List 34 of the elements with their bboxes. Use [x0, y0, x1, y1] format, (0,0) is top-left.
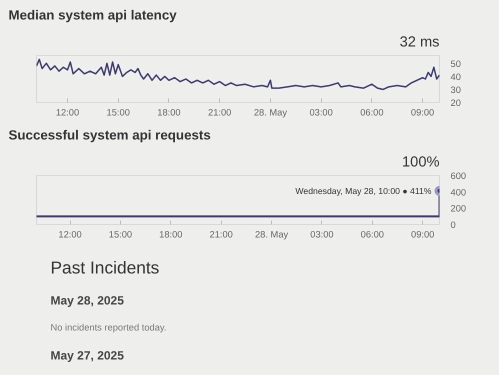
text: Past Incidents [50, 258, 160, 278]
y-tick-label: 400 [450, 187, 466, 198]
x-tick-label: 09:00 [410, 108, 434, 118]
y-tick-label: 30 [450, 84, 461, 95]
x-tick-label: 12:00 [58, 230, 82, 240]
text: No incidents reported today. [50, 322, 166, 332]
x-tick-label: 18:00 [159, 230, 183, 240]
text: May 27, 2025 [50, 348, 124, 362]
chart-title: Successful system api requests [8, 128, 211, 142]
x-tick-label: 06:00 [360, 230, 384, 240]
x-tick-label: 18:00 [157, 108, 181, 118]
x-tick-label: 15:00 [106, 108, 130, 118]
x-tick-label: 28. May [254, 108, 288, 118]
line-series [36, 58, 440, 90]
y-tick-label: 20 [450, 98, 461, 108]
x-tick-label: 09:00 [411, 230, 434, 240]
y-tick-label: 50 [450, 58, 461, 69]
y-tick-label: 40 [450, 72, 461, 82]
x-tick-label: 21:00 [208, 108, 232, 118]
x-tick-label: 03:00 [309, 108, 333, 118]
x-tick-label: 15:00 [108, 230, 132, 240]
annotation: Wednesday, May 28, 10:00 ● 411% [295, 186, 432, 196]
text: May 28, 2025 [50, 294, 124, 308]
y-tick-label: 600 [450, 171, 466, 181]
chart-subtitle: 32 ms [400, 34, 440, 50]
y-tick-label: 0 [450, 220, 456, 230]
y-tick-label: 200 [450, 204, 466, 214]
x-tick-label: 12:00 [56, 108, 80, 118]
x-tick-label: 21:00 [210, 230, 233, 240]
x-tick-label: 06:00 [360, 108, 384, 118]
chart-subtitle: 100% [402, 154, 440, 170]
x-tick-label: 28. May [254, 230, 289, 240]
chart-title: Median system api latency [8, 8, 178, 22]
x-tick-label: 03:00 [310, 230, 334, 240]
